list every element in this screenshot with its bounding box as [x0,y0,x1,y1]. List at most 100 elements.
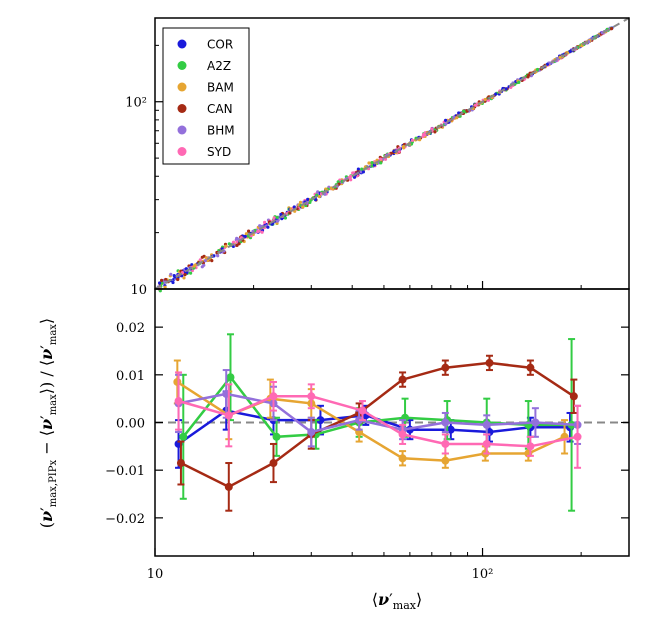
data-point [569,392,578,401]
y-tick-label: 10 [130,283,147,298]
legend-label: A2Z [207,59,231,73]
scatter-point [336,180,340,184]
scatter-point [306,197,310,201]
legend-marker [177,125,187,135]
data-point [482,420,491,429]
scatter-point [444,118,448,122]
bottom-plot-frame [154,288,630,557]
scatter-point [235,236,239,240]
data-point [531,418,540,427]
scatter-point [169,272,173,276]
series-line [177,409,570,446]
scatter-point [275,215,279,219]
scatter-point [224,244,228,248]
scatter-point [266,225,270,229]
data-point [307,428,316,437]
data-point [269,459,278,468]
scatter-point [198,258,202,262]
top-panel: 10 10² COR A2Z BAM CAN BHM SYD [125,17,630,298]
data-point [358,406,367,415]
scatter-point [275,219,280,223]
scatter-point [410,138,414,142]
series-line [178,395,578,448]
data-point [226,373,235,382]
data-point [441,439,450,448]
legend: COR A2Z BAM CAN BHM SYD [162,27,250,165]
scatter-point [247,229,251,233]
data-point [176,459,185,468]
scatter-point [171,280,175,285]
legend-marker [177,39,187,49]
scatter-point [323,192,327,196]
scatter-point [370,161,374,165]
scatter-point [279,212,283,216]
scatter-point [504,87,508,91]
series-line [178,392,578,434]
legend-label: BHM [207,124,235,138]
scatter-point [301,205,305,209]
scatter-point [163,285,167,289]
scatter-point [379,161,383,165]
data-point [526,363,535,372]
series-cor [174,390,575,469]
data-point [224,411,233,420]
scatter-point [237,242,241,246]
legend-label: COR [207,38,233,52]
scatter-point [433,130,437,134]
series-line [180,361,575,489]
scatter-point [288,211,292,215]
data-point [573,432,582,441]
data-point [224,482,233,491]
data-point [179,432,188,441]
scatter-point [202,263,206,267]
scatter-point [367,161,371,165]
scatter-point [452,115,456,119]
data-point [485,358,494,367]
scatter-point [483,97,487,102]
scatter-point [430,127,434,131]
data-point [441,418,450,427]
scatter-point [164,277,168,282]
scatter-point [160,278,164,282]
data-point [269,392,278,401]
data-point [526,442,535,451]
scatter-point [260,230,264,234]
scatter-point [192,264,196,268]
scatter-point [378,157,383,161]
scatter-point [203,259,207,263]
y-tick-label: 10² [125,96,147,111]
y-axis-label: (ν′max,PIPx − ⟨ν′max⟩) / ⟨ν′max⟩ [37,318,59,528]
scatter-point [361,170,365,174]
scatter-point [235,240,239,244]
scatter-point [473,103,478,107]
scatter-point [422,133,426,137]
series-can [176,354,578,512]
data-point [316,416,325,425]
data-point [174,397,183,406]
x-axis-label: ⟨ν′max⟩ [372,590,422,612]
scatter-point [494,92,498,96]
data-point [441,456,450,465]
legend-label: CAN [207,102,233,116]
scatter-point [210,259,214,263]
bottom-panel: 0.02 0.01 0.00 −0.01 −0.02 10 10² [105,288,630,582]
data-point [441,363,450,372]
scatter-point [231,240,236,244]
scatter-point [244,232,248,236]
scatter-point [190,263,194,267]
legend-marker [177,147,187,156]
data-point [482,439,491,448]
scatter-point [176,277,180,282]
series-line [182,375,572,439]
data-point [307,392,316,401]
x-tick-label: 10² [472,567,494,582]
data-point [398,454,407,463]
scatter-point [216,254,220,258]
scatter-point [317,194,321,199]
y-tick-label: 0.02 [116,321,145,336]
y-tick-label: −0.01 [105,464,145,479]
legend-marker [177,82,187,92]
scatter-point [227,242,231,246]
data-point [272,432,281,441]
